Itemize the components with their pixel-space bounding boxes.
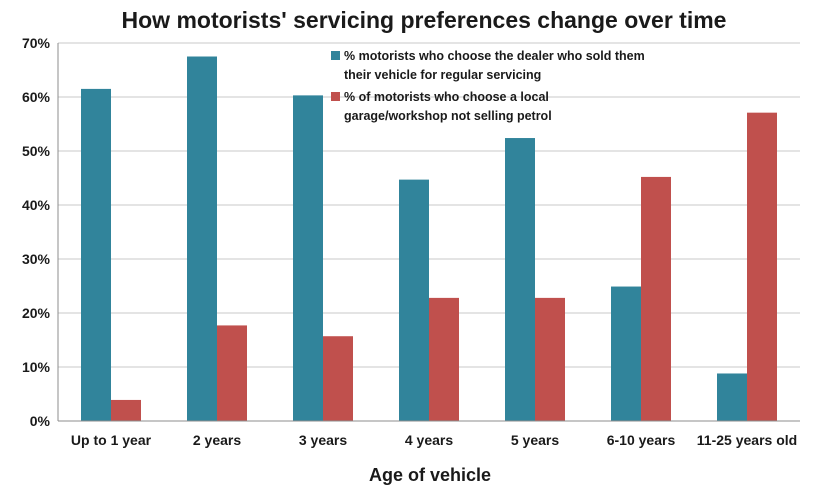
x-tick-label: 4 years xyxy=(405,432,453,448)
bar-dealer xyxy=(505,138,535,422)
bar-dealer xyxy=(81,88,111,422)
bar-local-garage xyxy=(535,297,565,421)
bar-local-garage xyxy=(641,176,671,421)
bars xyxy=(81,56,777,422)
x-tick-label: Up to 1 year xyxy=(71,432,152,448)
y-tick-label: 40% xyxy=(22,197,51,213)
legend-label: % of motorists who choose a local xyxy=(344,90,549,104)
y-tick-label: 30% xyxy=(22,251,51,267)
x-tick-label: 6-10 years xyxy=(607,432,676,448)
x-tick-label: 11-25 years old xyxy=(697,432,797,448)
x-axis-title: Age of vehicle xyxy=(369,465,491,485)
bar-local-garage xyxy=(217,325,247,421)
bar-dealer xyxy=(399,179,429,421)
x-tick-label: 3 years xyxy=(299,432,347,448)
legend-swatch xyxy=(331,51,340,60)
y-tick-label: 20% xyxy=(22,305,51,321)
legend-label: their vehicle for regular servicing xyxy=(344,68,541,82)
y-axis-ticks: 0% 10% 20% 30% 40% 50% 60% 70% xyxy=(22,35,51,429)
legend-label: garage/workshop not selling petrol xyxy=(344,109,552,123)
bar-dealer xyxy=(717,373,747,421)
x-tick-label: 5 years xyxy=(511,432,559,448)
bar-local-garage xyxy=(429,297,459,421)
y-tick-label: 10% xyxy=(22,359,51,375)
bar-local-garage xyxy=(111,399,141,421)
bar-local-garage xyxy=(323,336,353,421)
legend-label: % motorists who choose the dealer who so… xyxy=(344,49,645,63)
legend: % motorists who choose the dealer who so… xyxy=(331,49,645,123)
x-tick-label: 2 years xyxy=(193,432,241,448)
bar-dealer xyxy=(611,286,641,421)
bar-dealer xyxy=(293,95,323,421)
bar-local-garage xyxy=(747,112,777,421)
bar-dealer xyxy=(187,56,217,421)
y-tick-label: 70% xyxy=(22,35,51,51)
chart-title: How motorists' servicing preferences cha… xyxy=(122,7,727,33)
y-tick-label: 50% xyxy=(22,143,51,159)
legend-swatch xyxy=(331,92,340,101)
y-tick-label: 60% xyxy=(22,89,51,105)
y-tick-label: 0% xyxy=(30,413,51,429)
x-axis-ticks: Up to 1 year 2 years 3 years 4 years 5 years… xyxy=(71,432,797,448)
